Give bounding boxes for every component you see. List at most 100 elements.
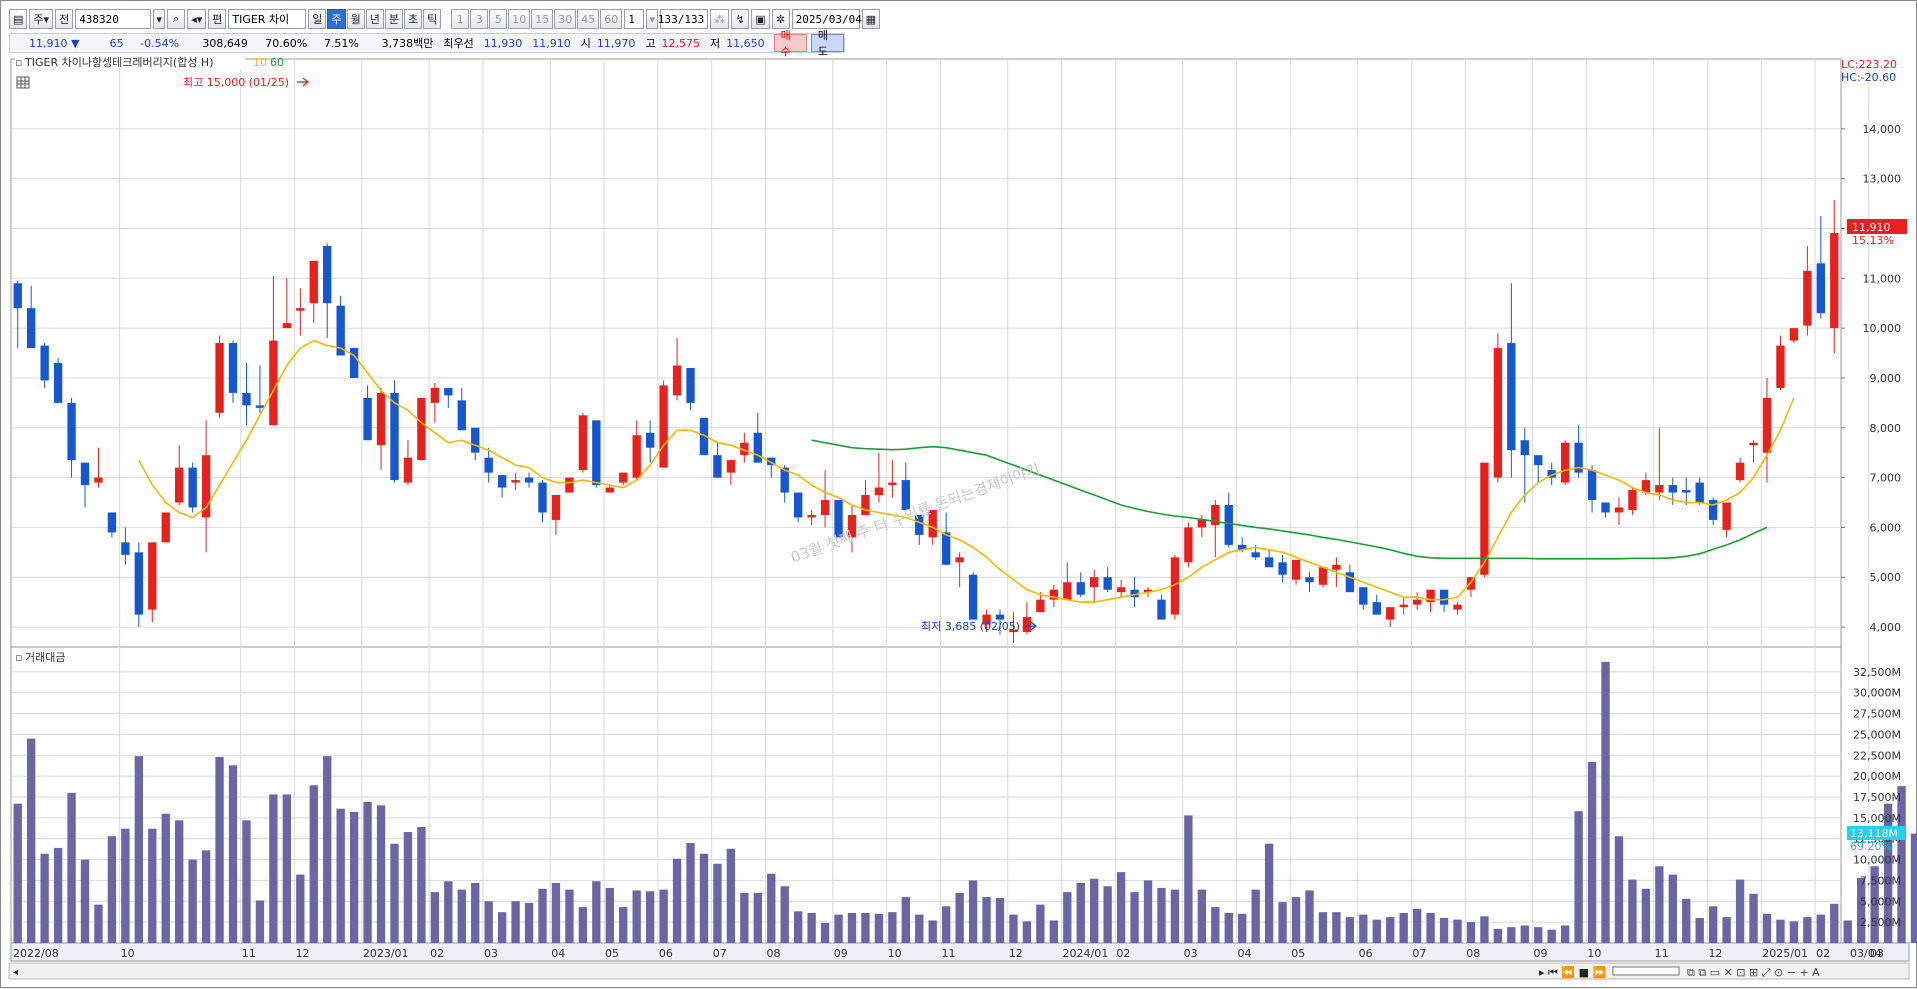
candle bbox=[1803, 245, 1812, 336]
code-dropdown-icon[interactable]: ▾ bbox=[153, 9, 166, 29]
view-tool-icons[interactable]: ⧉ ⧉ ▭ ✕ ⊡ ⊞ ⤢ ⊙ − + A bbox=[1687, 966, 1820, 979]
save-icon[interactable]: ▣ bbox=[751, 9, 770, 29]
interval-button[interactable]: 5 bbox=[489, 9, 508, 29]
candle bbox=[336, 295, 345, 356]
volume-tick-label: 32,500M bbox=[1853, 666, 1901, 679]
candle bbox=[134, 542, 144, 628]
interval-button[interactable]: 10 bbox=[508, 9, 531, 29]
candle-body bbox=[1628, 490, 1637, 510]
candle-body bbox=[1264, 557, 1274, 568]
volume-bar bbox=[1022, 921, 1032, 943]
candle-body bbox=[1291, 559, 1301, 580]
candle-body bbox=[1345, 572, 1355, 593]
period-tab[interactable]: 년 bbox=[365, 9, 384, 29]
panel-table-icon[interactable] bbox=[16, 76, 30, 89]
volume-bar bbox=[847, 912, 857, 943]
horizontal-scrollbar[interactable] bbox=[8, 962, 1910, 980]
volume-tick-label: 22,500M bbox=[1853, 749, 1901, 762]
window-menu-icon[interactable]: ▤ bbox=[9, 9, 28, 29]
candle-body bbox=[444, 387, 453, 396]
candle-body bbox=[430, 387, 440, 403]
interval-input[interactable]: 1 bbox=[624, 9, 645, 29]
panel-title-bg bbox=[15, 55, 245, 69]
period-tab[interactable]: 주 bbox=[327, 9, 346, 29]
interval-button[interactable]: 1 bbox=[451, 9, 470, 29]
interval-button[interactable]: 60 bbox=[600, 9, 623, 29]
volume-bar bbox=[1372, 919, 1381, 943]
zoom-slider[interactable] bbox=[1612, 966, 1680, 976]
high-annotation: 최고 15,000 (01/25) bbox=[183, 76, 289, 89]
volume-bar bbox=[80, 859, 90, 943]
candle-body bbox=[713, 455, 722, 478]
volume-bar bbox=[1534, 927, 1543, 943]
high-label: 고 bbox=[645, 37, 656, 50]
interval-button[interactable]: 3 bbox=[470, 9, 489, 29]
interval-button[interactable]: 15 bbox=[531, 9, 554, 29]
candle-body bbox=[53, 363, 63, 403]
volume-bar bbox=[686, 842, 695, 943]
prev-button[interactable]: 전 bbox=[55, 9, 74, 29]
volume-bar bbox=[188, 859, 197, 943]
candle-body bbox=[551, 495, 561, 520]
edit-button[interactable]: 편 bbox=[208, 9, 227, 29]
gear-icon[interactable]: ✲ bbox=[771, 9, 790, 29]
volume-bar bbox=[1655, 866, 1664, 943]
volume-bar bbox=[282, 794, 292, 943]
period-tab[interactable]: 틱 bbox=[423, 9, 442, 29]
candle bbox=[1170, 554, 1180, 620]
scroll-left-icon[interactable]: ◂ bbox=[13, 967, 18, 978]
high-price: 12,575 bbox=[661, 36, 700, 50]
volume-bar bbox=[1049, 920, 1059, 943]
volume-bar bbox=[471, 882, 480, 943]
volume-bar bbox=[1157, 887, 1166, 943]
stock-name-field[interactable]: TIGER 차이 bbox=[228, 9, 307, 29]
stock-code-input[interactable]: 438320 bbox=[75, 9, 152, 29]
period-tab[interactable]: 분 bbox=[384, 9, 403, 29]
candle-body bbox=[807, 514, 816, 518]
candle-body bbox=[336, 305, 345, 356]
period-tab[interactable]: 초 bbox=[403, 9, 423, 29]
bar-count-field[interactable]: 133/133 bbox=[658, 9, 709, 29]
volume-bar bbox=[726, 848, 736, 943]
period-dropdown[interactable]: 주 ▾ bbox=[29, 9, 54, 29]
volume-bar bbox=[511, 901, 520, 943]
candle bbox=[269, 275, 278, 426]
candle-body bbox=[1076, 582, 1085, 595]
candle-body bbox=[1547, 470, 1556, 478]
interval-button[interactable]: 30 bbox=[554, 9, 577, 29]
period-tab[interactable]: 일 bbox=[308, 9, 327, 29]
playback-controls[interactable]: ▸ ⏮ ⏪ ■ ⏩ bbox=[1539, 966, 1606, 979]
period-tab[interactable]: 월 bbox=[346, 9, 365, 29]
candle bbox=[1076, 572, 1085, 598]
candle-body bbox=[471, 427, 480, 453]
volume-bar bbox=[942, 906, 951, 943]
grid-icon[interactable]: ⁂ bbox=[710, 9, 730, 29]
price-tick-label: 4,000 bbox=[1870, 621, 1902, 634]
volume-bar bbox=[201, 850, 211, 943]
date-input[interactable]: 2025/03/04 bbox=[791, 9, 862, 29]
candle bbox=[1036, 592, 1045, 613]
volume-bar bbox=[1332, 912, 1341, 943]
calendar-icon[interactable]: ▦ bbox=[861, 9, 881, 29]
search-icon[interactable]: ⌕ bbox=[167, 9, 186, 29]
candle bbox=[107, 512, 117, 538]
x-tick-label: 2025/01 bbox=[1762, 947, 1808, 960]
x-tick-label: 04 bbox=[551, 947, 565, 960]
interval-button[interactable]: 45 bbox=[577, 9, 600, 29]
sell-button[interactable]: 매도 bbox=[810, 29, 845, 58]
quote-volume: 308,649 bbox=[202, 36, 248, 50]
trend-icon[interactable]: ↯ bbox=[731, 9, 750, 29]
volume-bar bbox=[1695, 917, 1704, 943]
interval-dropdown-icon[interactable]: ▾ bbox=[646, 9, 659, 29]
candle-body bbox=[1211, 505, 1220, 525]
speaker-icon[interactable]: ◂▾ bbox=[187, 9, 207, 29]
candle-body bbox=[121, 542, 130, 555]
candle-body bbox=[1587, 470, 1597, 501]
candle-body bbox=[1722, 502, 1731, 530]
candle-body bbox=[1022, 617, 1032, 633]
candle bbox=[807, 509, 816, 525]
volume-bar bbox=[1063, 892, 1072, 943]
candle-body bbox=[565, 477, 574, 493]
buy-button[interactable]: 매수 bbox=[773, 29, 807, 58]
